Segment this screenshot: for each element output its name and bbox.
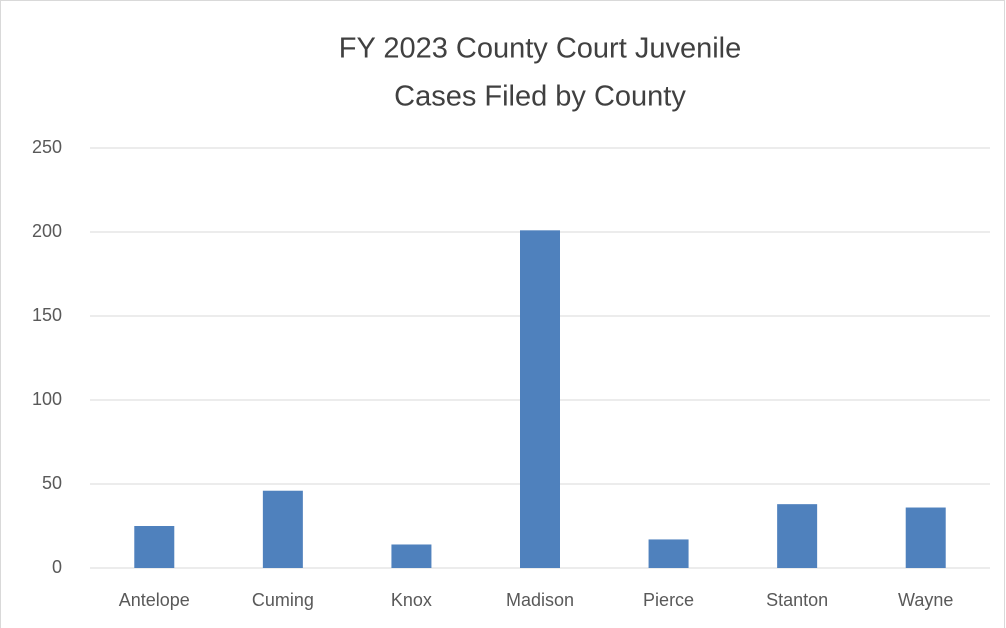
x-tick-label: Knox — [391, 590, 432, 610]
bar — [262, 490, 303, 568]
x-tick-label: Antelope — [119, 590, 190, 610]
bar — [520, 230, 560, 568]
x-tick-label: Cuming — [252, 590, 314, 610]
bar — [134, 526, 175, 568]
x-tick-label: Wayne — [898, 590, 953, 610]
bar — [905, 507, 946, 568]
y-tick-label: 0 — [52, 557, 62, 577]
x-tick-label: Pierce — [643, 590, 694, 610]
y-tick-label: 100 — [32, 389, 62, 409]
y-tick-label: 50 — [42, 473, 62, 493]
bar — [777, 504, 818, 568]
y-tick-label: 150 — [32, 305, 62, 325]
y-tick-label: 250 — [32, 137, 62, 157]
chart-title: Cases Filed by County — [394, 81, 686, 113]
bar — [391, 544, 432, 568]
bar — [648, 539, 689, 568]
x-tick-label: Stanton — [766, 590, 828, 610]
x-tick-label: Madison — [506, 590, 574, 610]
chart-title: FY 2023 County Court Juvenile — [339, 33, 741, 65]
y-tick-label: 200 — [32, 221, 62, 241]
